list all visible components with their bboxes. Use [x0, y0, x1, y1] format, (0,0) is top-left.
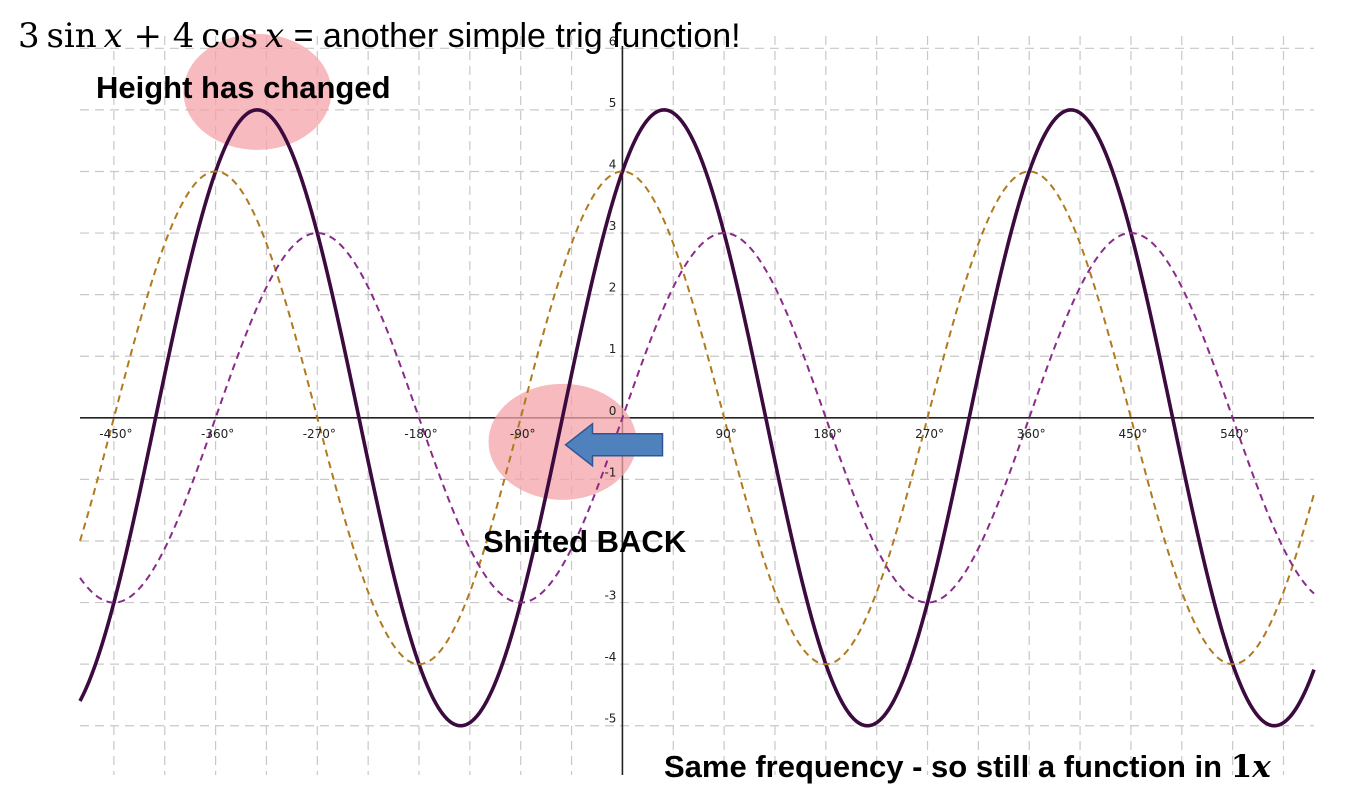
y-tick-label: -1 [604, 465, 616, 479]
grid-lines [80, 36, 1314, 775]
cos-curve [79, 170, 1315, 666]
y-tick-label: 1 [609, 342, 617, 356]
x-tick-label: -450° [99, 427, 132, 441]
title-expression: 3 sin x + 4 cos x [18, 16, 285, 56]
x-tick-label: 360° [1017, 427, 1046, 441]
x-tick-label: 270° [915, 427, 944, 441]
y-tick-label: 4 [609, 157, 617, 171]
y-tick-label: 2 [609, 281, 617, 295]
y-tick-label: -4 [604, 650, 616, 664]
highlight-circles [183, 33, 637, 500]
tick-labels: -450° -360° -270° -180° -90° 90° 180° 270° 360° 4… [99, 34, 1249, 725]
x-tick-label: 90° [715, 427, 736, 441]
x-tick-label: -180° [404, 427, 437, 441]
x-tick-label: 450° [1118, 427, 1147, 441]
y-tick-label: -5 [604, 712, 616, 726]
slide-title: 3 sin x + 4 cos x = another simple trig … [18, 16, 741, 56]
x-tick-label: 180° [813, 427, 842, 441]
function-curves [78, 108, 1316, 728]
peak-highlight [183, 33, 332, 150]
shift-highlight [488, 383, 637, 500]
x-tick-label: -360° [201, 427, 234, 441]
left-arrow [564, 422, 664, 468]
frequency-annotation: Same frequency - so still a function in … [664, 749, 1271, 785]
title-text: = another simple trig function! [284, 17, 741, 55]
x-tick-label: -90° [510, 427, 536, 441]
y-tick-label: 3 [609, 219, 617, 233]
combined-curve [78, 108, 1316, 728]
y-tick-label: 5 [609, 96, 617, 110]
height-annotation: Height has changed [96, 70, 391, 105]
shift-annotation: Shifted BACK [483, 524, 687, 559]
y-tick-label: 0 [609, 404, 617, 418]
y-tick-label: -3 [604, 589, 616, 603]
x-tick-label: -270° [303, 427, 336, 441]
shift-arrow [564, 422, 664, 468]
frequency-math: 1x [1230, 749, 1271, 785]
y-tick-label: 6 [609, 34, 617, 48]
x-tick-label: 540° [1220, 427, 1249, 441]
frequency-text: Same frequency - so still a function in [664, 749, 1231, 784]
